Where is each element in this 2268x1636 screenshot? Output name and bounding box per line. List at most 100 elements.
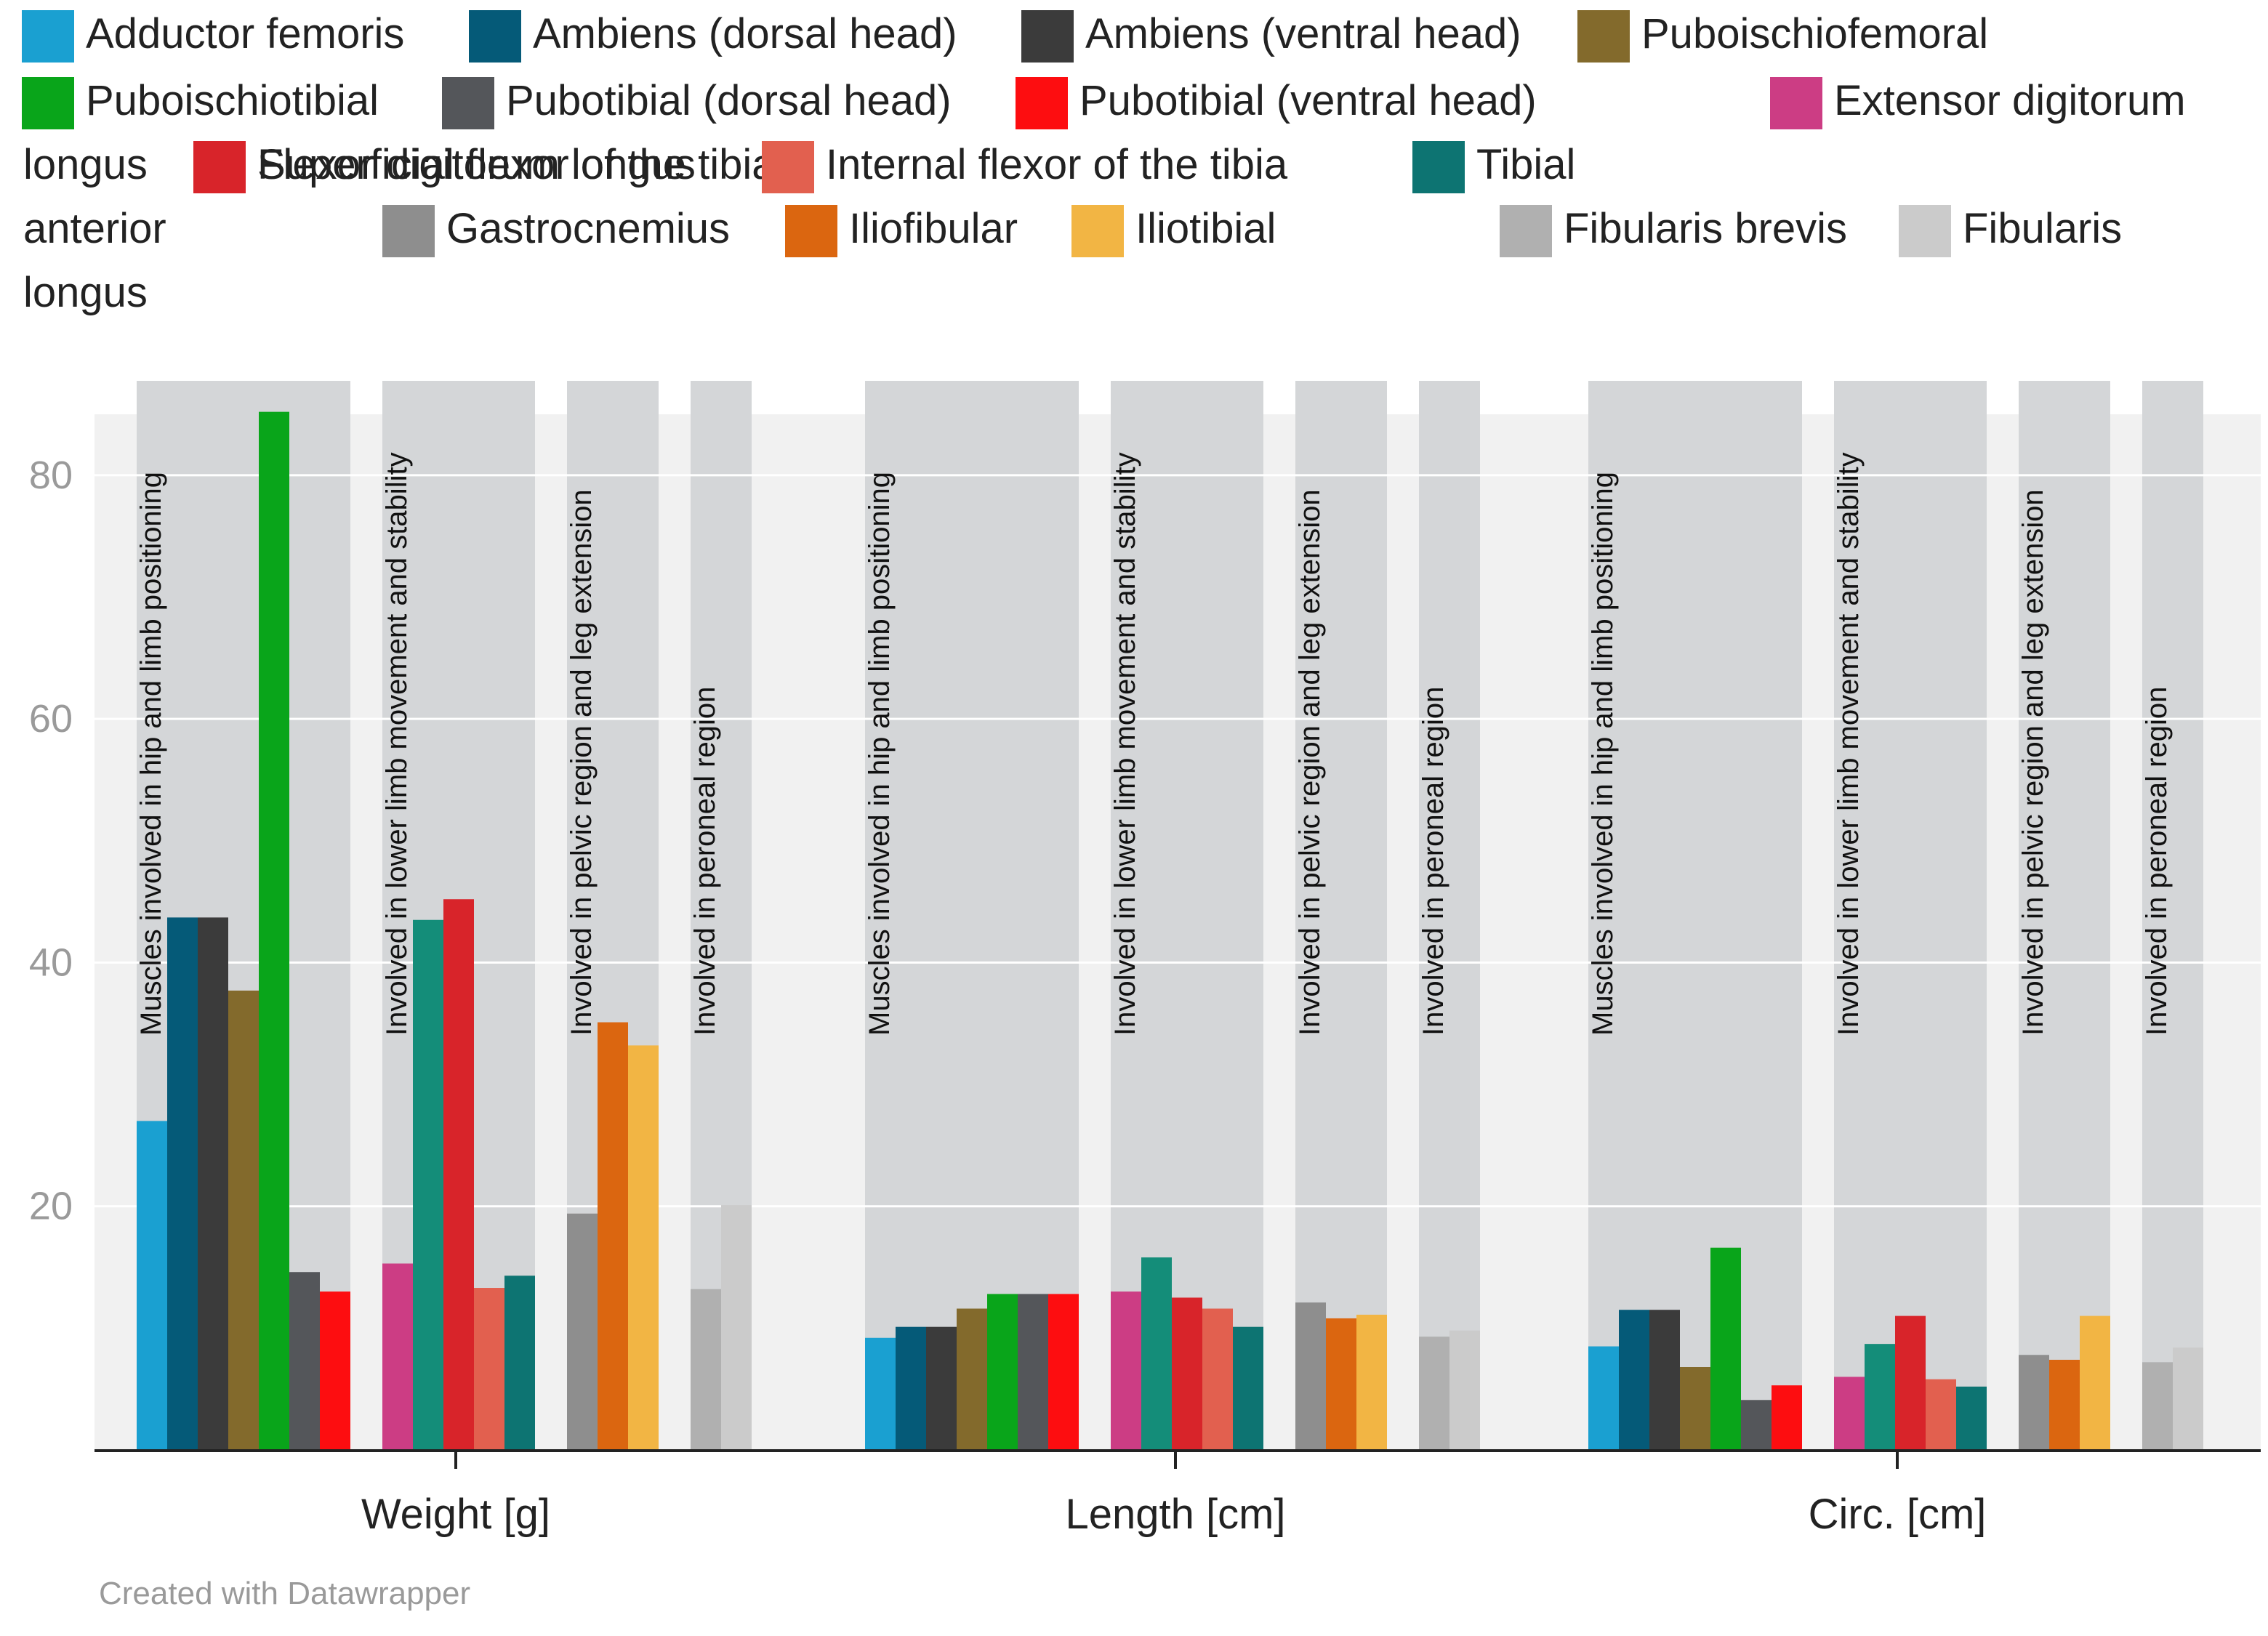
group-label-weight-pelvic-extension: Involved in pelvic region and leg extens… (566, 489, 598, 1036)
group-label-weight-peroneal: Involved in peroneal region (689, 687, 721, 1036)
bar-circ-ambiens-ventral-head (1649, 1310, 1680, 1450)
legend-item-ambiens-ventral-head: Ambiens (ventral head) (1021, 10, 1521, 63)
bar-length-adductor-femoris (865, 1337, 896, 1450)
group-label-weight-lower-limb: Involved in lower limb movement and stab… (381, 452, 413, 1036)
bar-circ-puboischiofemoral (1680, 1367, 1710, 1450)
y-axis-ticks: 20 40 60 80 (29, 454, 73, 1228)
group-band-circ-peroneal (2142, 381, 2203, 1450)
bar-length-ambiens-dorsal-head (896, 1326, 926, 1450)
legend-item-tibial-anterior: Tibial anterior (23, 141, 1575, 252)
group-band-length-peroneal (1419, 381, 1480, 1450)
group-band-length-pelvic-extension (1295, 381, 1387, 1450)
bar-circ-iliofibular (2049, 1359, 2080, 1450)
bar-length-ambiens-ventral-head (926, 1326, 957, 1450)
y-tick-label-60: 60 (29, 697, 73, 741)
bar-weight-fibularis-longus (721, 1205, 752, 1450)
bar-weight-internal-flexor-of-the-tibia (474, 1288, 504, 1450)
bar-weight-pubotibial-ventral-head (320, 1292, 350, 1450)
legend-item-ambiens-dorsal-head: Ambiens (dorsal head) (469, 10, 957, 63)
bar-circ-pubotibial-dorsal-head (1741, 1400, 1772, 1450)
bar-weight-tibial-anterior (504, 1276, 535, 1450)
legend-label: Tibial (1476, 141, 1575, 188)
credit-text: Created with Datawrapper (99, 1576, 470, 1611)
y-tick-label-20: 20 (29, 1185, 73, 1228)
bar-weight-pubotibial-dorsal-head (289, 1272, 320, 1450)
group-label-circ-pelvic-extension: Involved in pelvic region and leg extens… (2017, 489, 2049, 1036)
group-label-circ-hip-positioning: Muscles involved in hip and limb positio… (1587, 472, 1619, 1036)
legend-swatch (1899, 205, 1951, 257)
legend-swatch (1071, 205, 1124, 257)
group-label-length-peroneal: Involved in peroneal region (1418, 687, 1449, 1036)
bar-circ-adductor-femoris (1588, 1346, 1619, 1450)
x-tick-label-length: Length [cm] (1065, 1491, 1285, 1538)
bar-weight-iliofibular (598, 1022, 628, 1450)
legend-label: Ambiens (dorsal head) (533, 10, 957, 57)
legend-label: Gastrocnemius (446, 205, 730, 252)
legend-item-puboischiotibial: Puboischiotibial (22, 77, 379, 129)
legend-label: Iliotibial (1135, 205, 1276, 252)
legend-swatch (382, 205, 435, 257)
bar-weight-ambiens-dorsal-head (167, 917, 198, 1450)
legend-swatch (785, 205, 837, 257)
bar-weight-extensor-digitorum-longus (382, 1263, 413, 1450)
bar-circ-pubotibial-ventral-head (1772, 1385, 1802, 1450)
legend-swatch (1500, 205, 1552, 257)
legend-swatch (762, 141, 814, 193)
legend-swatch (1021, 10, 1074, 63)
legend-label: Fibularis (1963, 205, 2122, 252)
legend-item-internal-flexor-of-the-tibia: Internal flexor of the tibia (762, 141, 1288, 193)
legend-swatch (1770, 77, 1822, 129)
bar-circ-iliotibial (2080, 1315, 2110, 1450)
legend-swatch (22, 77, 74, 129)
bar-length-superficial-flexor-of-the-tibia (1172, 1297, 1202, 1450)
legend-item-extensor-digitorum-longus: Extensor digitorum longus (23, 77, 2186, 188)
legend-item-adductor-femoris: Adductor femoris (22, 10, 404, 63)
legend-label-continued: anterior (23, 205, 166, 252)
legend-item-iliotibial: Iliotibial (1071, 205, 1276, 257)
group-label-length-pelvic-extension: Involved in pelvic region and leg extens… (1294, 489, 1326, 1036)
bar-length-tibial-anterior (1233, 1326, 1263, 1450)
group-label-length-lower-limb: Involved in lower limb movement and stab… (1109, 452, 1141, 1036)
group-label-length-hip-positioning: Muscles involved in hip and limb positio… (864, 472, 896, 1036)
legend-swatch (1016, 77, 1068, 129)
legend-item-gastrocnemius: Gastrocnemius (382, 205, 730, 257)
legend-item-superficial-flexor-of-the-tibia: Superficial flexor of the tibia (193, 141, 776, 193)
group-band-circ-hip-positioning (1588, 381, 1802, 1450)
bar-weight-iliotibial (628, 1045, 659, 1450)
legend-swatch (442, 77, 494, 129)
bar-length-internal-flexor-of-the-tibia (1202, 1308, 1233, 1450)
y-tick-label-80: 80 (29, 454, 73, 497)
legend-label: Internal flexor of the tibia (826, 141, 1288, 188)
bar-circ-superficial-flexor-of-the-tibia (1895, 1315, 1926, 1450)
x-tick-label-weight: Weight [g] (361, 1491, 550, 1538)
legend-swatch (469, 10, 521, 63)
legend-label: Extensor digitorum (1834, 77, 2186, 124)
bar-length-puboischiofemoral (957, 1308, 987, 1450)
legend-label-continued: longus (23, 141, 148, 188)
bars (137, 411, 2203, 1451)
legend-swatch (22, 10, 74, 63)
bar-weight-fibularis-brevis (691, 1289, 721, 1450)
x-tick-label-circ: Circ. [cm] (1809, 1491, 1987, 1538)
legend-item-pubotibial-ventral-head: Pubotibial (ventral head) (1016, 77, 1537, 129)
group-label-circ-peroneal: Involved in peroneal region (2141, 687, 2173, 1036)
bar-length-gastrocnemius (1295, 1302, 1326, 1450)
legend-label: Pubotibial (ventral head) (1079, 77, 1537, 124)
group-band-circ-pelvic-extension (2019, 381, 2110, 1450)
bar-length-fibularis-brevis (1419, 1337, 1449, 1450)
legend-item-puboischiofemoral: Puboischiofemoral (1577, 10, 1988, 63)
legend-label-continued: longus (23, 269, 148, 316)
y-tick-label-40: 40 (29, 940, 73, 984)
bar-length-iliotibial (1356, 1314, 1387, 1450)
bar-length-extensor-digitorum-longus (1111, 1292, 1141, 1450)
legend-swatch (1577, 10, 1630, 63)
group-band-length-lower-limb (1111, 381, 1263, 1450)
legend-item-fibularis-brevis: Fibularis brevis (1500, 205, 1847, 257)
legend-item-iliofibular: Iliofibular (785, 205, 1018, 257)
group-band-length-hip-positioning (865, 381, 1079, 1450)
bar-circ-puboischiotibial (1710, 1247, 1741, 1450)
legend-swatch (193, 141, 246, 193)
bar-circ-ambiens-dorsal-head (1619, 1310, 1649, 1450)
bar-weight-ambiens-ventral-head (198, 917, 228, 1450)
